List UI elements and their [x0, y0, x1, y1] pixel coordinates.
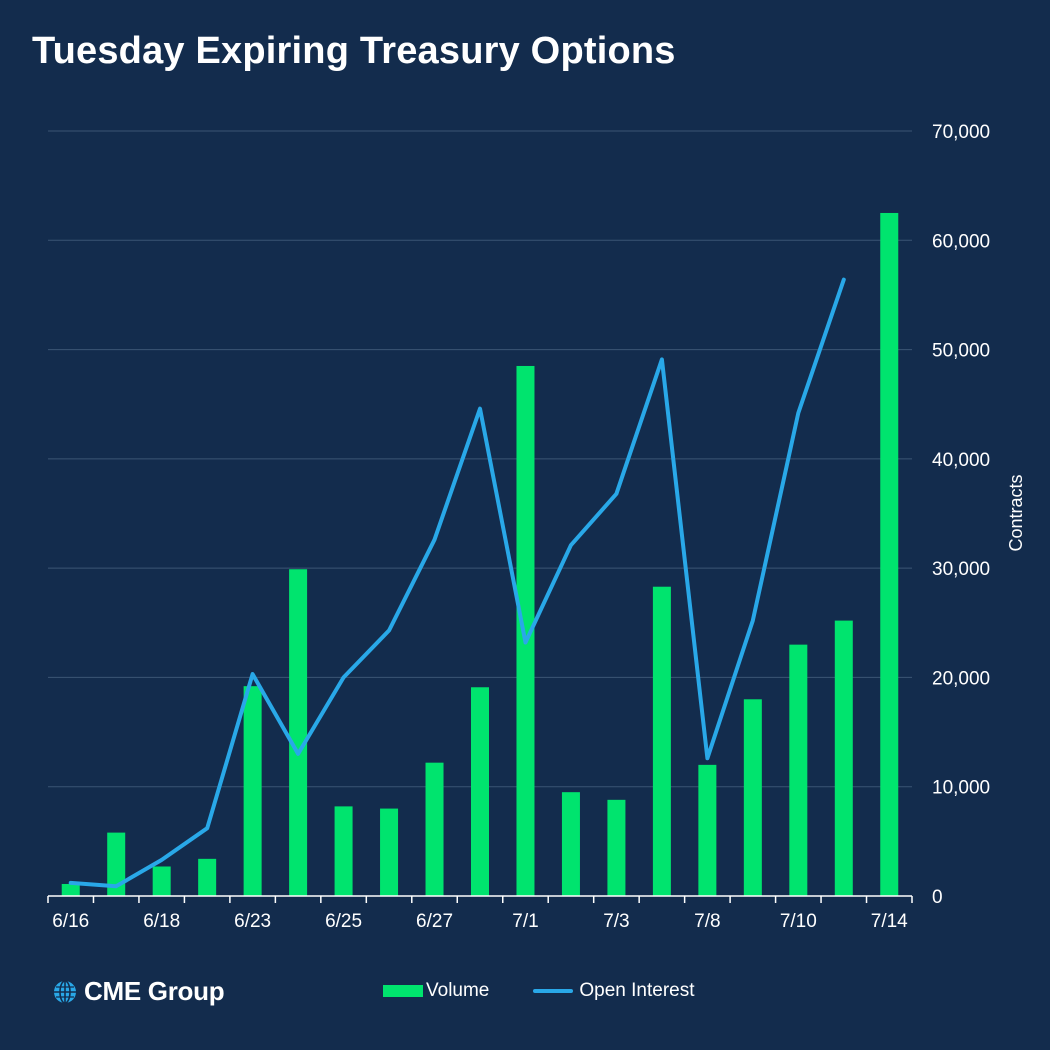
- open-interest-line: [68, 277, 846, 889]
- volume-bar: [698, 764, 717, 896]
- y-tick-label: 60,000: [932, 231, 990, 252]
- x-tick-label: 7/8: [694, 911, 720, 932]
- volume-bar: [607, 799, 626, 896]
- volume-bars: [61, 212, 899, 896]
- legend-item-volume: Volume: [383, 980, 489, 1002]
- volume-bar: [652, 586, 671, 896]
- volume-bar: [243, 686, 262, 896]
- gridlines: [48, 130, 912, 788]
- x-tick-label: 6/27: [416, 911, 453, 932]
- volume-bar: [561, 792, 580, 896]
- volume-bar: [380, 808, 399, 896]
- chart-footer: CME Group Volume Open Interest: [0, 970, 1050, 1020]
- y-tick-label: 20,000: [932, 668, 990, 689]
- volume-bar: [152, 866, 171, 896]
- x-tick-label: 7/3: [603, 911, 629, 932]
- volume-bar: [471, 687, 489, 896]
- volume-bar: [289, 569, 308, 896]
- y-tick-label: 0: [932, 887, 943, 908]
- x-tick-label: 6/16: [52, 911, 89, 932]
- x-axis-ticks: 6/16 6/18 6/23 6/25 6/27 7/1 7/3 7/8 7/10 7/14: [52, 911, 908, 932]
- legend-item-open-interest: Open Interest: [533, 980, 695, 1002]
- chart: 0 10,000 20,000 30,000 40,000 50,000 60,000 70,…: [47, 122, 1026, 932]
- y-axis-title: Contracts: [1006, 474, 1026, 551]
- volume-bar: [334, 806, 353, 896]
- logo-text: CME Group: [84, 976, 225, 1006]
- volume-bar: [516, 365, 535, 896]
- legend: Volume Open Interest: [383, 980, 739, 1002]
- volume-bar: [198, 858, 217, 896]
- x-tick-label: 7/1: [512, 911, 538, 932]
- legend-swatch-open-interest: [533, 989, 574, 993]
- legend-swatch-volume: [383, 985, 423, 997]
- y-tick-label: 30,000: [932, 559, 990, 580]
- chart-title: Tuesday Expiring Treasury Options: [32, 30, 676, 72]
- volume-bar: [834, 620, 853, 896]
- y-tick-label: 10,000: [932, 778, 990, 799]
- volume-bar: [743, 699, 762, 896]
- x-tick-label: 6/25: [325, 911, 362, 932]
- legend-label-open-interest: Open Interest: [579, 980, 695, 1001]
- volume-bar: [425, 762, 444, 896]
- legend-label-volume: Volume: [426, 980, 490, 1001]
- x-tick-label: 6/23: [234, 911, 271, 932]
- x-axis: [47, 895, 913, 903]
- x-tick-label: 7/14: [871, 911, 908, 932]
- volume-bar: [789, 644, 808, 896]
- x-tick-label: 6/18: [143, 911, 180, 932]
- volume-bar: [61, 883, 80, 896]
- x-tick-label: 7/10: [780, 911, 817, 932]
- volume-bar: [880, 212, 899, 896]
- y-tick-label: 70,000: [932, 122, 990, 143]
- y-axis-ticks: 0 10,000 20,000 30,000 40,000 50,000 60,000 70,…: [932, 122, 990, 908]
- globe-icon: [54, 979, 76, 1004]
- y-tick-label: 40,000: [932, 450, 990, 471]
- y-tick-label: 50,000: [932, 341, 990, 362]
- volume-bar: [107, 832, 126, 896]
- cme-logo: CME Group: [52, 976, 225, 1007]
